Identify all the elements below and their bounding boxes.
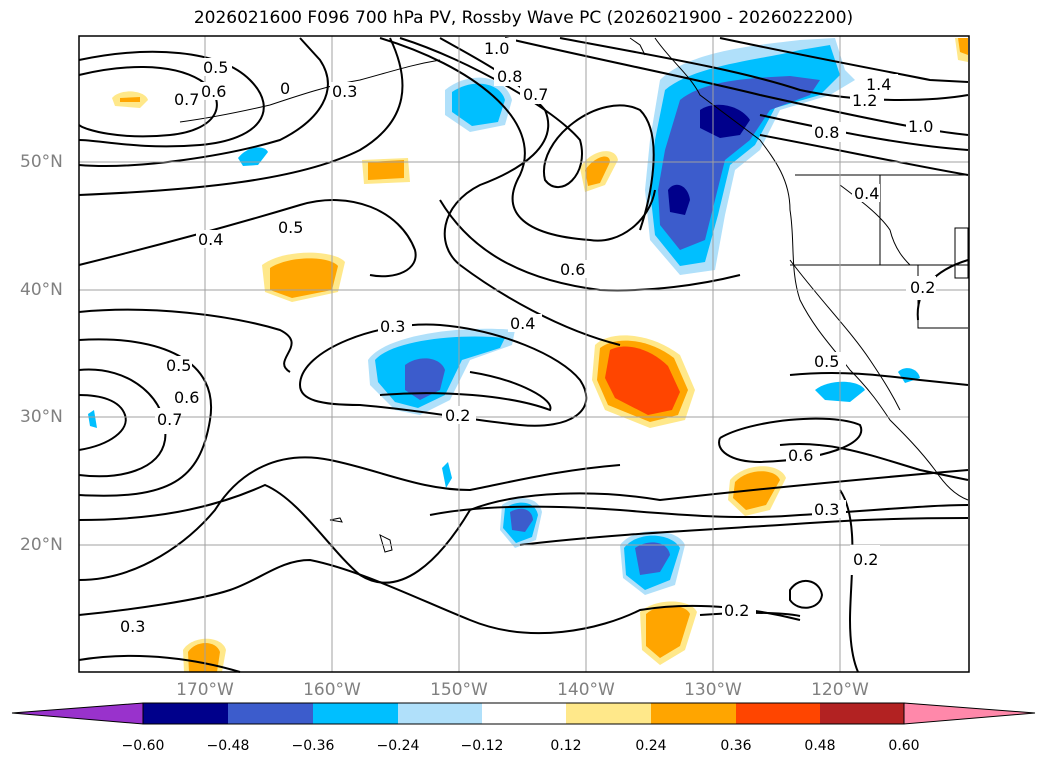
shade-alaska-core2 <box>668 184 690 215</box>
contour-label: 0.3 <box>332 82 357 101</box>
contour-label: 1.0 <box>908 117 933 136</box>
shade-south2-inner <box>635 542 670 575</box>
lat-label-20n: 20°N <box>20 535 63 555</box>
map-frame <box>78 35 970 673</box>
contour-label: 0.2 <box>724 601 749 620</box>
colorbar-tick: 0.36 <box>720 738 752 754</box>
contour-label: 1.4 <box>866 75 891 94</box>
colorbar-segment <box>566 703 651 724</box>
lat-label-30n: 30°N <box>20 407 63 427</box>
shading-layer <box>88 38 968 672</box>
contour-label: 0.3 <box>380 317 405 336</box>
lon-label-170w: 170°W <box>176 680 234 700</box>
contour-label: 0.8 <box>814 123 839 142</box>
colorbar-tick: −0.36 <box>291 738 335 754</box>
contour-label: 0.7 <box>174 90 199 109</box>
map-title: 2026021600 F096 700 hPa PV, Rossby Wave … <box>193 8 854 28</box>
contour-label: 0.4 <box>510 314 535 333</box>
shade-pos-8-in <box>188 643 220 672</box>
contour-label: 1.2 <box>852 91 877 110</box>
shade-pos-9-in <box>958 38 968 55</box>
colorbar-tick: −0.12 <box>460 738 504 754</box>
lon-label-160w: 160°W <box>303 680 361 700</box>
lon-label-130w: 130°W <box>684 680 742 700</box>
shade-pos-1-in <box>120 97 140 102</box>
colorbar-segment <box>820 703 904 724</box>
contour-labels: 1.0 0.8 0.7 0.5 0.6 0.7 0 0.3 1.4 1.2 1.… <box>118 38 940 642</box>
contour-label: 0.5 <box>166 356 191 375</box>
colorbar-segment <box>313 703 398 724</box>
colorbar-segment <box>398 703 482 724</box>
contour-label: 0.6 <box>788 446 813 465</box>
shade-pos-4-in <box>270 258 338 298</box>
colorbar-tick: −0.48 <box>206 738 250 754</box>
colorbar-extend-right <box>903 702 1036 725</box>
colorbar-tick: 0.48 <box>804 738 836 754</box>
lat-label-40n: 40°N <box>20 280 63 300</box>
colorbar-tick: −0.24 <box>376 738 420 754</box>
contour-label: 0.7 <box>523 85 548 104</box>
contour-label: 0.5 <box>203 58 228 77</box>
colorbar <box>11 702 1036 725</box>
lon-label-140w: 140°W <box>557 680 615 700</box>
colorbar-segment <box>736 703 820 724</box>
shade-pos-3-in <box>585 156 610 186</box>
contour-label: 0.4 <box>198 230 223 249</box>
contour-label: 1.0 <box>484 39 509 58</box>
contour-label: 0.3 <box>814 500 839 519</box>
lon-label-120w: 120°W <box>811 680 869 700</box>
contour-label: 0.2 <box>853 550 878 569</box>
colorbar-segment <box>143 703 228 724</box>
contour-label: 0.6 <box>560 260 585 279</box>
shade-pos-2-in <box>368 160 404 180</box>
contour-label: 0.4 <box>854 184 879 203</box>
contour-label: 0.7 <box>157 410 182 429</box>
contour-label: 0 <box>280 79 290 98</box>
shade-south1-inner <box>510 508 533 532</box>
colorbar-tick: 0.60 <box>888 738 920 754</box>
contour-label: 0.6 <box>174 388 199 407</box>
shade-pos-7-in <box>646 605 690 658</box>
colorbar-tick: −0.60 <box>121 738 165 754</box>
shade-alaska-inner <box>658 76 820 250</box>
contour-label: 0.5 <box>278 218 303 237</box>
shade-pos-5-in <box>605 346 680 415</box>
colorbar-tick: 0.12 <box>550 738 582 754</box>
coastline-layer <box>179 37 969 553</box>
shade-small-1 <box>238 147 268 166</box>
contour-label: 0.6 <box>201 82 226 101</box>
colorbar-segment <box>651 703 736 724</box>
colorbar-tick: 0.24 <box>635 738 667 754</box>
colorbar-segment <box>482 703 566 724</box>
contour-label: 0.2 <box>445 406 470 425</box>
shade-small-4 <box>442 462 452 488</box>
shade-small-5 <box>88 410 97 428</box>
colorbar-extend-left <box>11 702 144 725</box>
colorbar-segment <box>228 703 313 724</box>
contour-label: 0.8 <box>497 67 522 86</box>
lon-label-150w: 150°W <box>430 680 488 700</box>
contour-label: 0.2 <box>910 278 935 297</box>
shade-central-inner <box>405 358 445 400</box>
contour-label: 0.5 <box>814 352 839 371</box>
contour-layer <box>78 37 969 673</box>
lat-label-50n: 50°N <box>20 152 63 172</box>
contour-label: 0.3 <box>120 617 145 636</box>
